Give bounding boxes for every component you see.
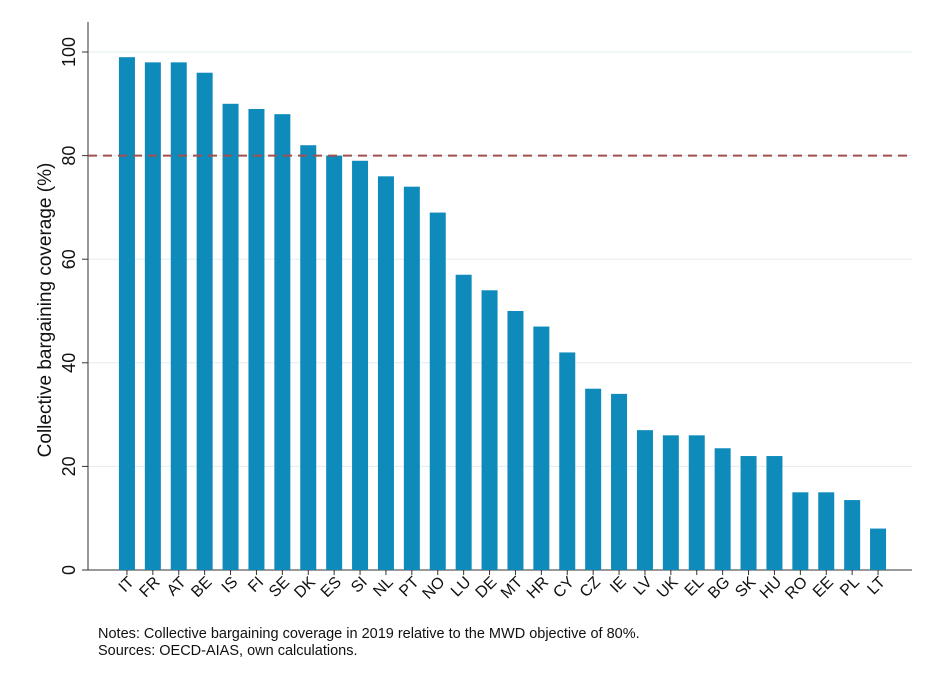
bar — [818, 492, 835, 570]
bar — [507, 311, 524, 570]
bar — [196, 72, 213, 570]
bar — [144, 62, 161, 571]
y-tick-label: 60 — [59, 249, 79, 269]
x-tick-label: DK — [291, 574, 319, 602]
x-tick-label: HU — [757, 574, 785, 602]
x-tick-label: MT — [498, 574, 527, 603]
bar — [326, 155, 343, 570]
bar — [559, 352, 576, 570]
bar — [274, 114, 291, 570]
x-tick-label: HR — [524, 574, 552, 602]
x-tick-label: CY — [550, 574, 578, 602]
x-tick-label: NL — [370, 574, 397, 601]
x-tick-label: LU — [448, 574, 474, 600]
bar — [714, 448, 731, 570]
bar — [222, 103, 239, 571]
x-tick-label: FI — [245, 574, 267, 596]
bar — [533, 326, 550, 570]
bar — [118, 57, 135, 571]
x-tick-label: IE — [607, 574, 630, 597]
x-tick-label: NO — [420, 574, 449, 603]
bar — [352, 160, 369, 570]
bar — [300, 145, 317, 571]
bar — [766, 456, 783, 570]
x-tick-label: SK — [732, 574, 759, 601]
bar — [429, 212, 446, 570]
y-tick-label: 20 — [59, 456, 79, 476]
bar — [636, 430, 653, 570]
bar — [688, 435, 705, 570]
x-tick-label: LT — [864, 574, 889, 599]
x-tick-label: PL — [837, 574, 863, 600]
bar — [740, 456, 757, 570]
bar — [377, 176, 394, 570]
x-tick-label: UK — [654, 574, 682, 602]
bar — [792, 492, 809, 570]
bar — [585, 388, 602, 570]
x-tick-label: LV — [631, 574, 656, 599]
x-tick-label: EL — [682, 574, 708, 600]
x-tick-label: IT — [116, 574, 138, 596]
y-tick-label: 0 — [59, 565, 79, 575]
bar — [403, 186, 420, 570]
bar — [248, 108, 265, 570]
y-axis-title: Collective bargaining coverage (%) — [35, 163, 56, 458]
x-tick-label: FR — [137, 574, 164, 601]
x-tick-label: SI — [348, 574, 371, 597]
y-tick-label: 100 — [59, 37, 79, 67]
x-tick-label: BG — [705, 574, 733, 602]
note: Notes: Collective bargaining coverage in… — [98, 626, 640, 642]
bar — [611, 393, 628, 570]
note: Sources: OECD-AIAS, own calculations. — [98, 643, 358, 659]
x-tick-label: BE — [188, 574, 215, 601]
y-tick-label: 80 — [59, 146, 79, 166]
x-tick-label: EE — [810, 574, 837, 601]
bar — [844, 500, 861, 570]
x-tick-label: SE — [266, 574, 293, 601]
x-tick-label: PT — [396, 574, 423, 601]
bar — [481, 290, 498, 570]
bar — [455, 274, 472, 570]
x-tick-label: RO — [782, 574, 811, 603]
x-tick-label: DE — [473, 574, 501, 602]
bar — [170, 62, 187, 571]
x-tick-label: CZ — [577, 574, 604, 601]
x-tick-label: ES — [318, 574, 345, 601]
x-tick-label: IS — [219, 574, 242, 597]
bar — [870, 528, 887, 570]
bar — [662, 435, 679, 570]
x-tick-label: AT — [164, 574, 190, 600]
y-tick-label: 40 — [59, 353, 79, 373]
